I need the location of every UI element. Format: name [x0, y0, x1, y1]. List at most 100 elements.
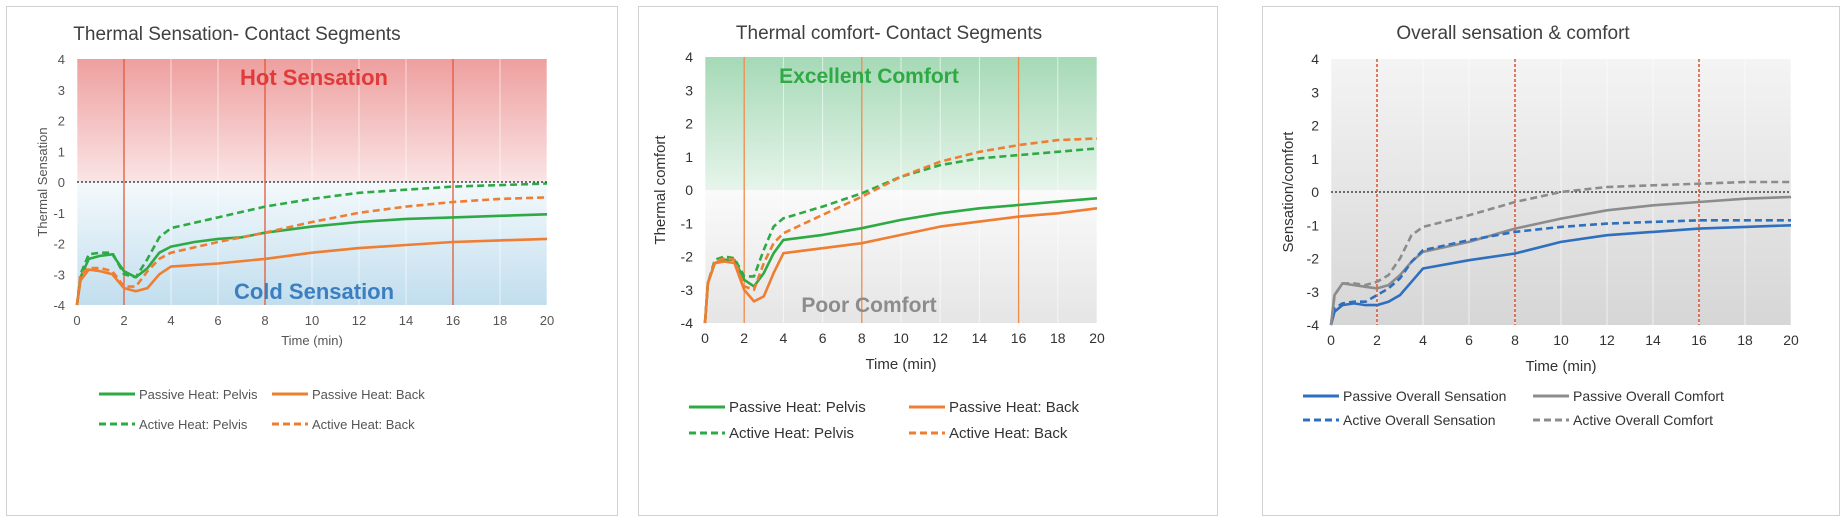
- y-tick-label: 3: [685, 82, 693, 98]
- x-tick-label: 20: [540, 313, 554, 328]
- y-tick-label: 1: [1311, 151, 1319, 167]
- overall-sensation-comfort-chart: Overall sensation & comfort43210-1-2-3-4…: [1280, 23, 1799, 428]
- x-tick-label: 14: [1645, 332, 1661, 348]
- y-tick-label: 4: [685, 49, 693, 65]
- chart-panel-overall: Overall sensation & comfort 4 3 2 1 0 -1 -2 -3 -4…: [1262, 6, 1840, 516]
- legend-label-active-overall-comfort: Active Overall Comfort: [1573, 412, 1713, 428]
- y-tick-label: 2: [685, 116, 693, 132]
- y-tick-label: -2: [53, 237, 65, 252]
- y-tick-label: 1: [685, 149, 693, 165]
- y-tick-label: -4: [1307, 317, 1320, 333]
- series-line-passive-heat-back: [75, 237, 548, 306]
- y-tick-label: -1: [681, 215, 694, 231]
- legend-label-active-heat-back: Active Heat: Back: [312, 417, 415, 432]
- x-tick-label: 8: [858, 330, 866, 346]
- chart-title: Overall sensation & comfort: [1396, 23, 1630, 44]
- x-tick-label: 4: [1419, 332, 1427, 348]
- x-axis-label: Time (min): [865, 356, 936, 373]
- x-tick-label: 18: [1050, 330, 1066, 346]
- x-tick-label: 14: [972, 330, 988, 346]
- legend-label-passive-overall-comfort: Passive Overall Comfort: [1573, 388, 1724, 404]
- band-label-hot-sensation: Hot Sensation: [240, 65, 388, 90]
- legend-label-passive-heat-pelvis: Passive Heat: Pelvis: [729, 399, 866, 416]
- chart-panel-thermal-sensation: Thermal Sensation- Contact Segments Hot S…: [6, 6, 618, 516]
- x-tick-label: 2: [1373, 332, 1381, 348]
- series-line-active-heat-back: [703, 137, 1098, 324]
- legend-label-passive-heat-back: Passive Heat: Back: [312, 387, 425, 402]
- legend-label-passive-heat-pelvis: Passive Heat: Pelvis: [139, 387, 258, 402]
- y-tick-label: 2: [58, 114, 65, 129]
- x-tick-label: 18: [493, 313, 507, 328]
- chart-title: Thermal Sensation- Contact Segments: [73, 24, 400, 45]
- x-tick-label: 6: [214, 313, 221, 328]
- y-axis-label: Sensation/comfort: [1280, 131, 1297, 253]
- series-line-active-heat-pelvis: [75, 182, 548, 306]
- x-tick-label: 0: [701, 330, 709, 346]
- y-axis-label: Thermal comfort: [652, 135, 669, 245]
- x-tick-label: 2: [740, 330, 748, 346]
- y-tick-label: -4: [53, 298, 65, 313]
- x-tick-label: 4: [780, 330, 788, 346]
- y-tick-label: 3: [58, 83, 65, 98]
- y-tick-label: -3: [1307, 284, 1320, 300]
- series-line-active-overall-comfort: [1329, 180, 1791, 326]
- x-tick-label: 6: [819, 330, 827, 346]
- y-tick-label: -2: [681, 249, 694, 265]
- x-tick-label: 8: [261, 313, 268, 328]
- band-label-poor-comfort: Poor Comfort: [801, 294, 936, 317]
- x-tick-label: 12: [352, 313, 366, 328]
- x-tick-label: 6: [1465, 332, 1473, 348]
- x-tick-label: 8: [1511, 332, 1519, 348]
- x-tick-label: 16: [1011, 330, 1027, 346]
- legend-label-active-heat-pelvis: Active Heat: Pelvis: [729, 425, 854, 442]
- series-line-active-heat-pelvis: [703, 147, 1098, 324]
- legend-label-passive-overall-sensation: Passive Overall Sensation: [1343, 388, 1506, 404]
- x-tick-label: 12: [1599, 332, 1615, 348]
- x-tick-label: 16: [1691, 332, 1707, 348]
- legend-label-active-overall-sensation: Active Overall Sensation: [1343, 412, 1496, 428]
- y-tick-label: -3: [681, 282, 694, 298]
- y-tick-label: 3: [1311, 84, 1319, 100]
- series-line-passive-heat-pelvis: [703, 197, 1098, 324]
- band-label-cold-sensation: Cold Sensation: [234, 279, 394, 304]
- y-tick-label: 2: [1311, 118, 1319, 134]
- band-label-excellent-comfort: Excellent Comfort: [779, 65, 959, 88]
- x-tick-label: 10: [305, 313, 319, 328]
- legend-label-passive-heat-back: Passive Heat: Back: [949, 399, 1080, 416]
- series-line-passive-heat-pelvis: [75, 213, 548, 306]
- series-line-passive-heat-back: [703, 207, 1098, 324]
- series-line-passive-overall-sensation: [1329, 224, 1792, 326]
- y-tick-label: 4: [1311, 51, 1319, 67]
- series-line-passive-overall-comfort: [1329, 195, 1792, 326]
- y-tick-label: -3: [53, 267, 65, 282]
- y-tick-label: 4: [58, 52, 65, 67]
- y-tick-label: -4: [681, 315, 694, 331]
- x-axis-label: Time (min): [281, 333, 343, 348]
- y-tick-label: -2: [1307, 251, 1320, 267]
- series-line-active-overall-sensation: [1329, 219, 1791, 326]
- y-tick-label: 0: [685, 182, 693, 198]
- x-tick-label: 18: [1737, 332, 1753, 348]
- x-tick-label: 16: [446, 313, 460, 328]
- x-tick-label: 10: [1553, 332, 1569, 348]
- x-tick-label: 4: [167, 313, 174, 328]
- x-tick-label: 20: [1783, 332, 1799, 348]
- y-tick-label: 0: [1311, 184, 1319, 200]
- thermal-comfort-chart: Thermal comfort- Contact Segments Excelle…: [652, 23, 1105, 442]
- legend-label-active-heat-pelvis: Active Heat: Pelvis: [139, 417, 248, 432]
- y-axis-label: Thermal Sensation: [35, 127, 50, 236]
- y-tick-label: -1: [53, 206, 65, 221]
- y-tick-label: 0: [58, 175, 65, 190]
- x-tick-label: 2: [120, 313, 127, 328]
- x-axis-label: Time (min): [1525, 358, 1596, 375]
- y-tick-label: -1: [1307, 217, 1320, 233]
- x-tick-label: 10: [893, 330, 909, 346]
- y-tick-label: 1: [58, 144, 65, 159]
- legend-label-active-heat-back: Active Heat: Back: [949, 425, 1068, 442]
- thermal-sensation-chart: Thermal Sensation- Contact Segments Hot S…: [35, 24, 554, 432]
- x-tick-label: 14: [399, 313, 413, 328]
- x-tick-label: 0: [73, 313, 80, 328]
- x-tick-label: 20: [1089, 330, 1105, 346]
- x-tick-label: 12: [932, 330, 948, 346]
- chart-title: Thermal comfort- Contact Segments: [736, 23, 1042, 44]
